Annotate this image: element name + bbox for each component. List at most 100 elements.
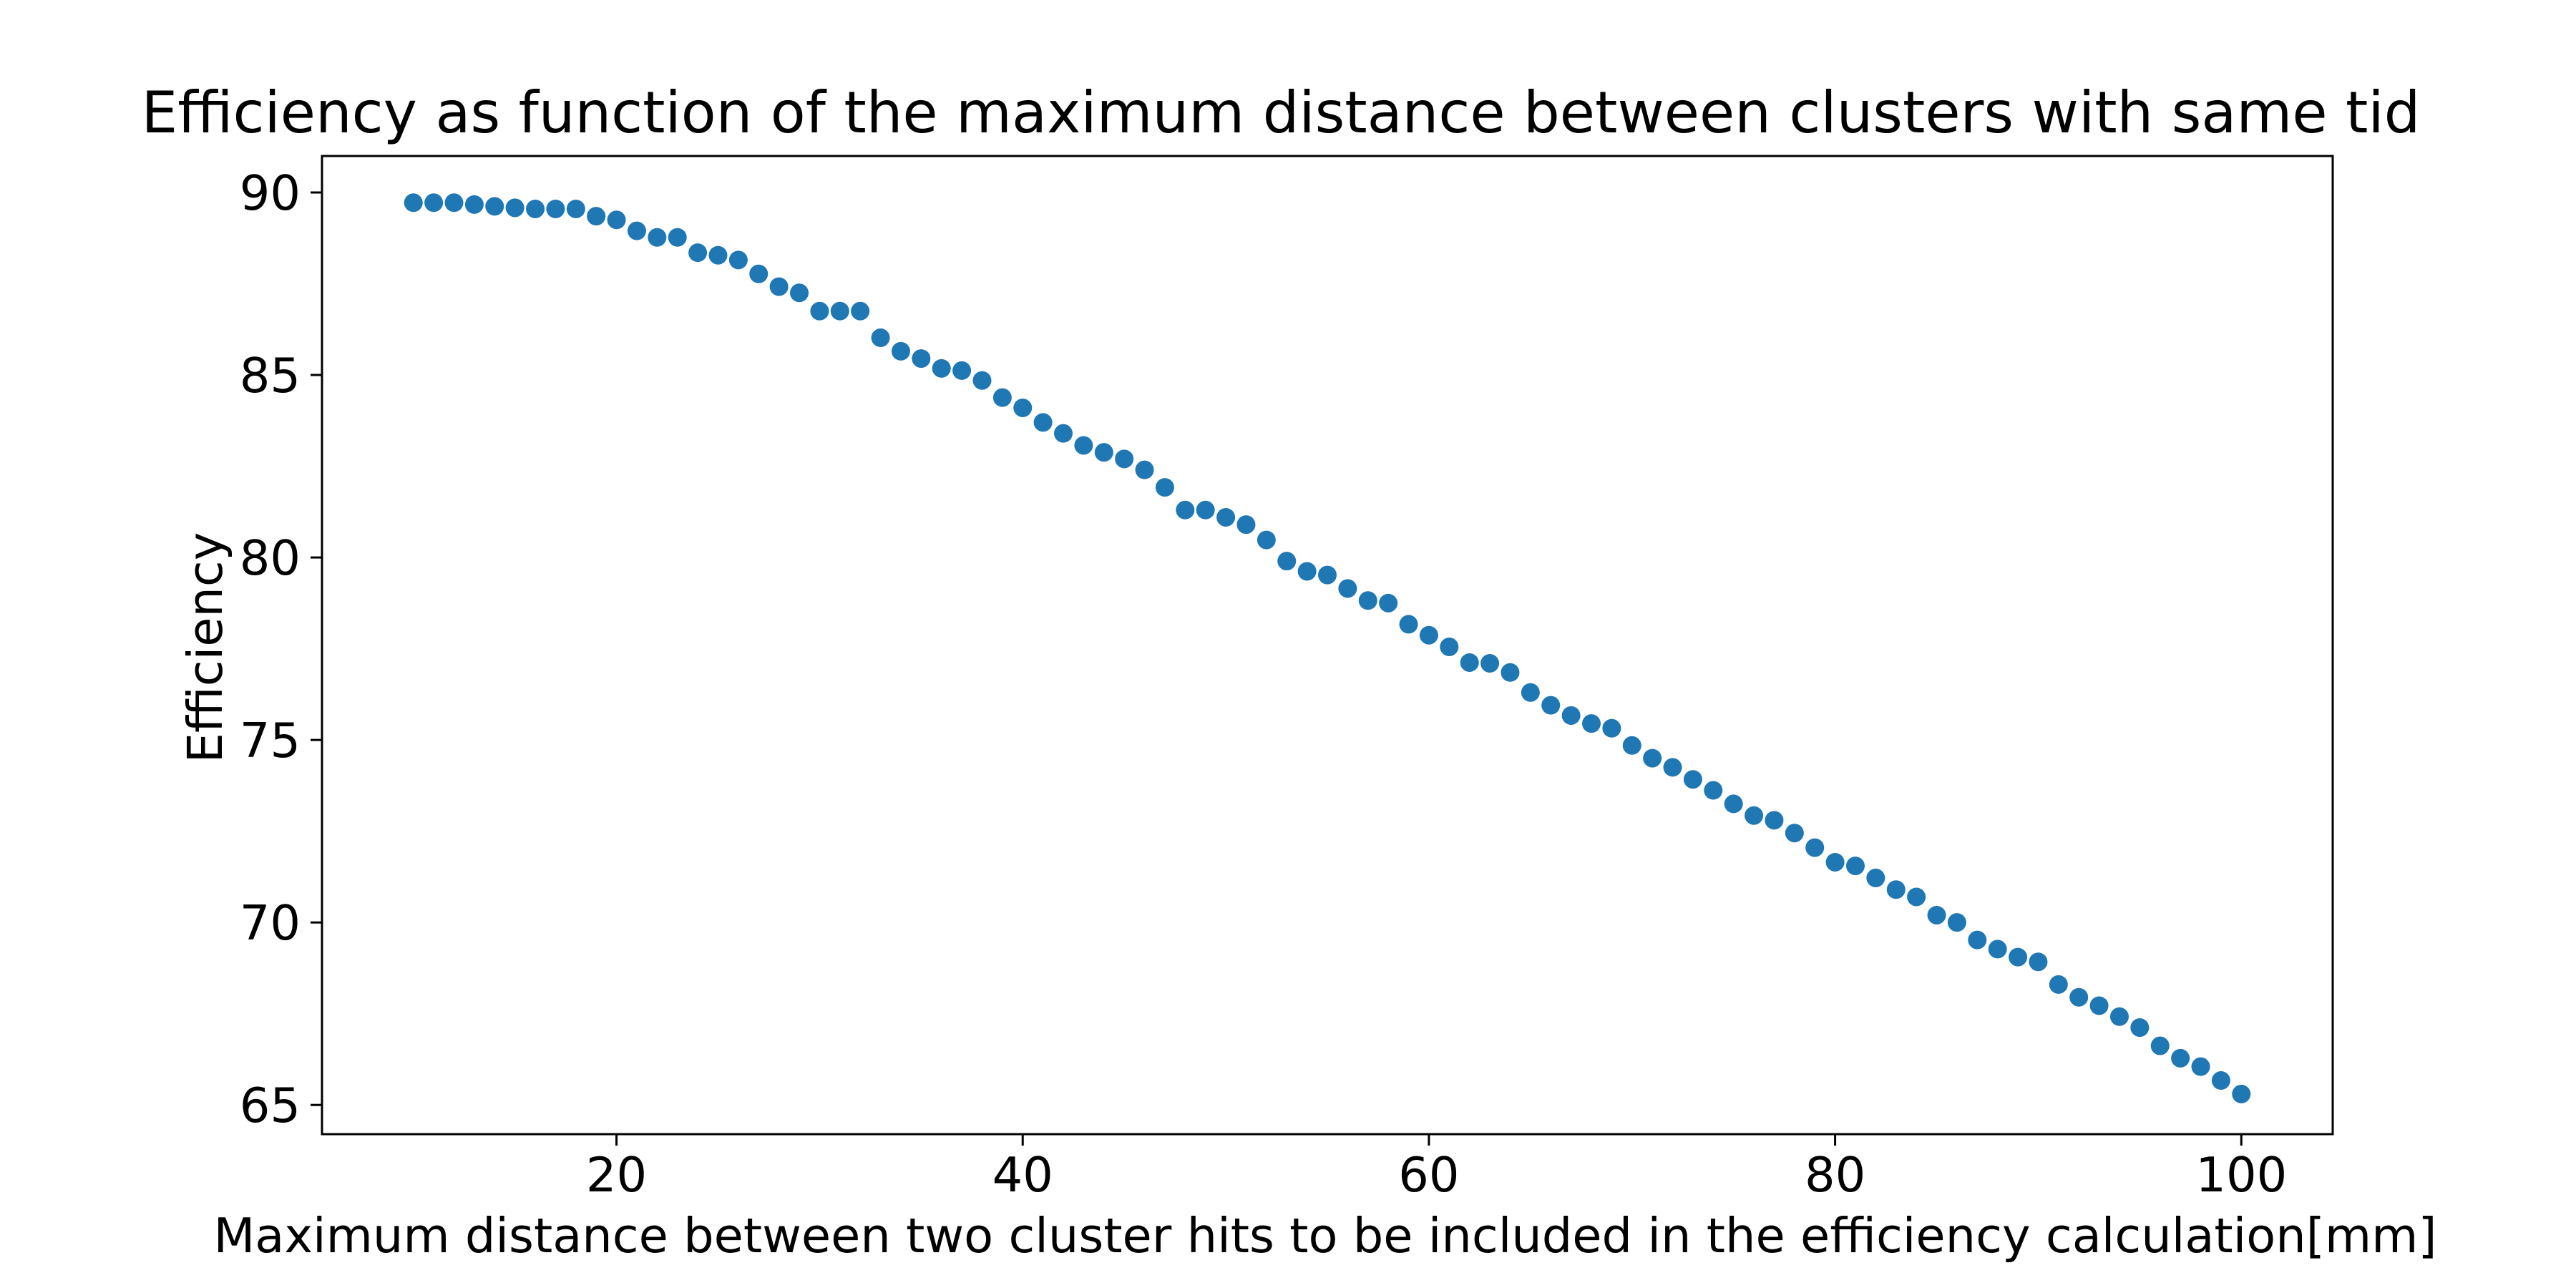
- data-point: [1602, 718, 1621, 738]
- y-tick-label: 65: [240, 1078, 301, 1133]
- data-point: [728, 250, 748, 270]
- data-point: [404, 193, 423, 213]
- data-point: [932, 358, 951, 378]
- data-point: [851, 301, 870, 321]
- x-tick-label: 100: [2195, 1147, 2287, 1203]
- data-point: [1765, 811, 1784, 830]
- data-point: [830, 301, 849, 321]
- data-point: [1277, 552, 1297, 571]
- data-point: [1581, 714, 1601, 733]
- x-axis: 20 40 60 80 100: [586, 1134, 2287, 1203]
- data-point: [1013, 398, 1033, 417]
- data-point: [1866, 868, 1885, 887]
- data-point: [1947, 913, 1966, 932]
- x-tick-label: 60: [1398, 1147, 1459, 1203]
- data-point: [485, 197, 504, 216]
- data-point: [505, 198, 525, 218]
- data-point: [1054, 424, 1073, 443]
- data-point: [1643, 748, 1662, 768]
- data-point: [891, 341, 910, 361]
- data-point: [972, 371, 992, 390]
- data-point: [749, 264, 769, 283]
- data-point: [992, 388, 1012, 407]
- plot-area: [404, 193, 2251, 1103]
- chart-title: Efficiency as function of the maximum di…: [142, 79, 2421, 146]
- data-point: [952, 361, 972, 380]
- x-tick-label: 80: [1805, 1147, 1865, 1203]
- data-point: [526, 199, 545, 218]
- data-point: [810, 301, 829, 321]
- data-point: [2232, 1084, 2251, 1103]
- data-point: [1094, 443, 1113, 462]
- x-tick-label: 20: [586, 1147, 647, 1203]
- data-point: [2109, 1007, 2129, 1026]
- data-point: [1704, 781, 1723, 800]
- data-point: [1480, 654, 1500, 673]
- data-point: [1115, 449, 1134, 469]
- data-point: [1236, 515, 1256, 535]
- data-point: [1216, 507, 1236, 527]
- data-point: [769, 277, 789, 296]
- x-tick-label: 40: [992, 1147, 1053, 1203]
- plot-frame: [321, 155, 2334, 1136]
- data-point: [2069, 987, 2089, 1007]
- data-point: [708, 245, 728, 265]
- data-point: [607, 210, 626, 230]
- data-point: [1663, 758, 1682, 777]
- data-point: [1845, 857, 1865, 876]
- data-point: [1297, 562, 1317, 581]
- y-axis: 65 70 75 80 85 90: [240, 165, 322, 1133]
- y-tick-label: 70: [240, 895, 301, 951]
- data-point: [1886, 880, 1906, 899]
- data-point: [464, 195, 484, 214]
- data-point: [1196, 500, 1215, 519]
- data-point: [688, 243, 708, 263]
- data-point: [1561, 706, 1581, 725]
- y-tick-label: 75: [240, 713, 301, 769]
- data-point: [1074, 436, 1093, 455]
- y-axis-label: Efficiency: [177, 532, 233, 763]
- data-point: [444, 193, 464, 213]
- data-point: [1907, 887, 1926, 907]
- data-point: [1927, 905, 1946, 924]
- data-point: [1683, 770, 1702, 789]
- data-point: [2049, 975, 2068, 994]
- data-point: [2211, 1071, 2230, 1091]
- data-point: [1399, 615, 1418, 634]
- data-point: [2089, 996, 2109, 1015]
- data-point: [1135, 460, 1154, 479]
- data-point: [587, 207, 606, 226]
- x-axis-label: Maximum distance between two cluster hit…: [213, 1208, 2436, 1264]
- data-point: [1745, 806, 1764, 825]
- data-point: [1033, 413, 1053, 432]
- data-point: [2171, 1048, 2190, 1068]
- data-point: [1338, 579, 1357, 598]
- data-point: [1155, 478, 1174, 497]
- data-point: [1379, 593, 1398, 613]
- data-point: [1622, 736, 1641, 755]
- data-point: [1440, 638, 1459, 657]
- data-point: [871, 328, 890, 348]
- data-point: [1988, 940, 2007, 959]
- data-point: [424, 193, 444, 213]
- y-tick-label: 80: [240, 530, 301, 586]
- data-point: [648, 228, 667, 247]
- data-point: [2130, 1018, 2150, 1038]
- data-point: [2191, 1057, 2210, 1076]
- data-point: [1460, 653, 1479, 672]
- data-point: [566, 199, 585, 218]
- y-tick-label: 90: [240, 165, 301, 221]
- data-point: [1318, 565, 1337, 585]
- data-point: [1358, 591, 1377, 610]
- data-point: [627, 221, 646, 240]
- data-point: [2009, 947, 2028, 967]
- data-point: [668, 228, 687, 247]
- data-point: [1521, 683, 1540, 702]
- data-point: [1785, 824, 1804, 843]
- data-point: [1257, 530, 1276, 550]
- data-point: [1541, 696, 1561, 715]
- data-point: [2150, 1036, 2170, 1055]
- data-point: [912, 349, 931, 369]
